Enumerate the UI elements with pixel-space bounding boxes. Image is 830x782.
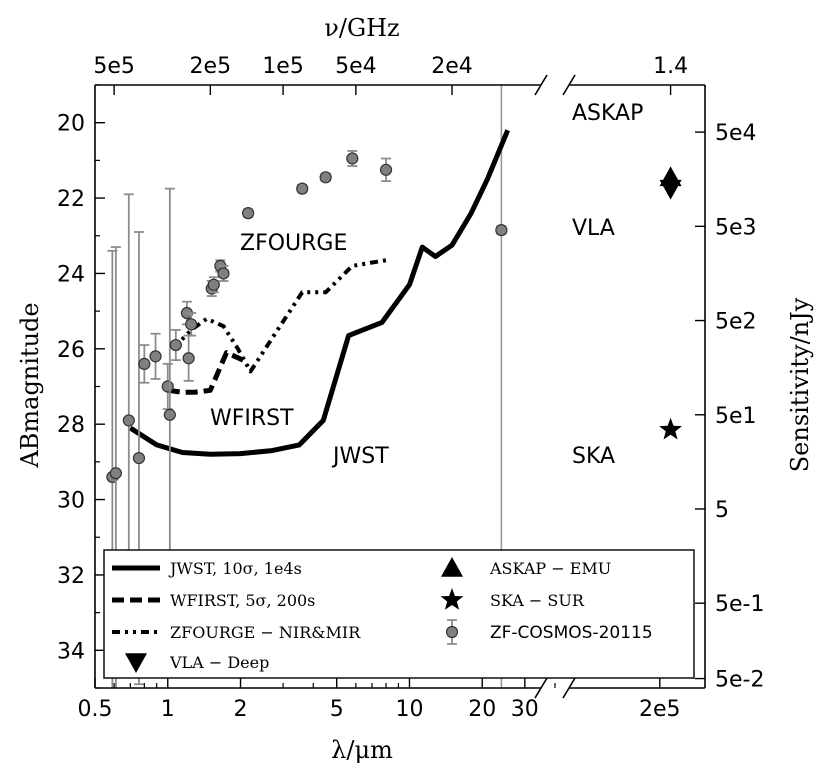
legend-label: ZF-COSMOS-20115 [490, 623, 653, 643]
legend-marker-star [440, 588, 464, 610]
annotation-askap: ASKAP [572, 101, 643, 126]
x-tick-label: 10 [395, 697, 423, 722]
legend-label: ZFOURGE − NIR&MIR [170, 623, 361, 642]
series-line-dashdot [171, 258, 387, 374]
annotation-wfirst: WFIRST [210, 406, 294, 431]
data-point [109, 467, 122, 480]
annotation-zfourge: ZFOURGE [240, 231, 347, 256]
annotation-jwst: JWST [331, 444, 389, 469]
series-line-solid [128, 129, 511, 457]
axis-break-mark [534, 74, 548, 96]
top-x-tick-label: 5e4 [335, 54, 377, 79]
y-tick-label: 34 [57, 639, 85, 664]
data-point [296, 182, 309, 195]
y-axis-label: ABmagnitude [16, 302, 44, 468]
legend: JWST, 10σ, 1e4s WFIRST, 5σ, 200s ZFOURGE −… [103, 549, 695, 679]
x-tick-label: 1 [161, 697, 175, 722]
y-tick-label: 32 [57, 564, 85, 589]
right-y-tick-label: 5e3 [715, 215, 757, 240]
legend-label: SKA − SUR [490, 591, 585, 610]
data-point [161, 380, 174, 393]
data-point [122, 414, 135, 427]
x-tick-label: 2 [234, 697, 248, 722]
right-y-axis-label: Sensitivity/nJy [786, 297, 814, 472]
y-tick-label: 28 [57, 413, 85, 438]
right-y-tick-label: 5e-1 [715, 592, 764, 617]
annotation-labels: ZFOURGE WFIRST JWST ASKAP VLA SKA [210, 101, 643, 469]
data-point [163, 408, 176, 421]
legend-label: JWST, 10σ, 1e4s [168, 559, 302, 578]
radio-marker-triangle-down [659, 179, 682, 200]
top-x-tick-label: 1.4 [653, 54, 688, 79]
y-tick-label: 24 [57, 262, 85, 287]
data-point [242, 207, 255, 220]
data-point [185, 318, 198, 331]
top-x-tick-label: 5e5 [93, 54, 135, 79]
x-tick-label: 0.5 [78, 697, 113, 722]
axis-break-mark [562, 677, 576, 699]
y-tick-label: 26 [57, 338, 85, 363]
data-point [217, 267, 230, 280]
data-point [319, 171, 332, 184]
right-y-tick-label: 5e2 [715, 310, 757, 335]
top-x-tick-label: 1e5 [262, 54, 304, 79]
y-tick-label: 30 [57, 489, 85, 514]
x-tick-label: 5 [330, 697, 344, 722]
data-point [182, 352, 195, 365]
axis-break-mark [534, 677, 548, 699]
legend-marker-circle [445, 625, 459, 639]
data-point [132, 452, 146, 465]
data-point [379, 163, 393, 176]
legend-marker-triangle-down [125, 653, 147, 673]
series-line-dashed [167, 350, 245, 395]
data-point [495, 223, 508, 237]
x-tick-label: 30 [511, 697, 539, 722]
legend-label: ASKAP − EMU [489, 559, 611, 578]
legend-label: VLA − Deep [169, 653, 269, 672]
right-y-tick-label: 5 [715, 498, 729, 523]
legend-box [103, 549, 695, 679]
axes-frame [94, 74, 706, 699]
data-point [169, 338, 182, 352]
right-y-tick-label: 5e1 [715, 404, 757, 429]
data-point [346, 152, 359, 165]
y-tick-label: 20 [57, 112, 85, 137]
legend-marker-triangle-up [441, 557, 463, 577]
annotation-ska: SKA [572, 444, 615, 469]
radio-marker-star [659, 417, 682, 440]
right-y-tick-label: 5e4 [715, 121, 757, 146]
axis-labels: λ/μm ν/GHz ABmagnitude Sensitivity/nJy [16, 14, 814, 764]
top-x-tick-label: 2e5 [190, 54, 232, 79]
radio-survey-markers [659, 166, 682, 440]
axis-break-mark [562, 74, 576, 96]
x-tick-label: 20 [468, 697, 496, 722]
legend-label: WFIRST, 5σ, 200s [170, 591, 315, 610]
x-tick-label: 2e5 [639, 697, 681, 722]
right-y-tick-label: 5e-2 [715, 668, 764, 693]
axis-ticks: 20 22 24 26 28 30 32 34 5e4 5e3 5e2 5e1 5 5e-1 5e-2 0.5… [57, 54, 764, 722]
data-point [138, 357, 151, 370]
data-point [149, 350, 162, 363]
annotation-vla: VLA [572, 216, 615, 241]
data-point [207, 278, 220, 291]
top-axis-label: ν/GHz [324, 14, 399, 42]
y-tick-label: 22 [57, 187, 85, 212]
top-x-tick-label: 2e4 [431, 54, 473, 79]
x-axis-label: λ/μm [331, 736, 393, 764]
